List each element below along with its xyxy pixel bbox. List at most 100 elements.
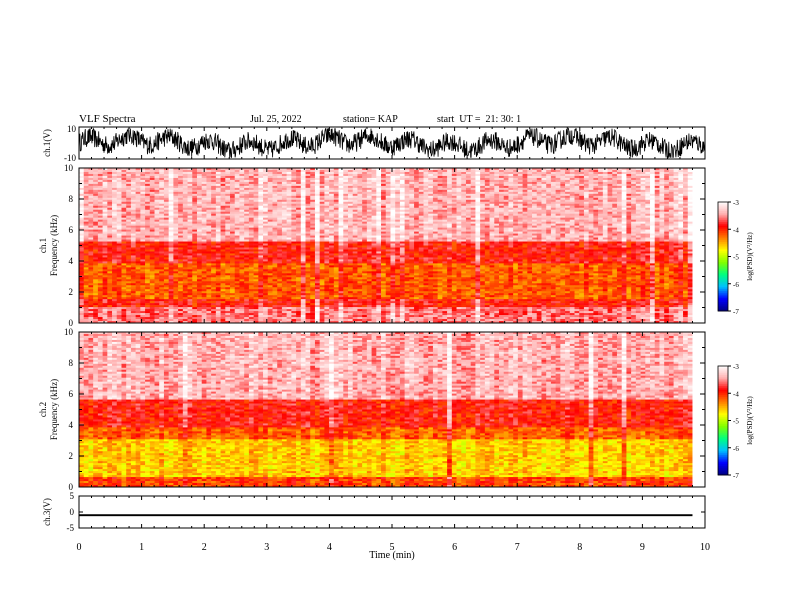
ch1-spectrogram-cell: [432, 225, 438, 228]
ch1-spectrogram-cell: [621, 229, 627, 232]
ch1-spectrogram-cell: [414, 175, 420, 179]
ch1-spectrogram-cell: [352, 235, 358, 238]
ch1-spectrogram-cell: [291, 179, 297, 183]
ch1-spectrogram-cell: [357, 233, 363, 236]
ch1-spectrogram-cell: [654, 177, 660, 181]
ch1-spectrogram-cell: [423, 191, 429, 195]
ch1-spectrogram-cell: [145, 181, 151, 185]
ch1-spectrogram-cell: [480, 177, 486, 181]
ch1-spectrogram-cell: [560, 203, 566, 207]
ch1-spectrogram-cell: [286, 233, 292, 236]
ch1-spectrogram-cell: [513, 197, 519, 201]
ch1-spectrogram-cell: [376, 191, 382, 195]
ch1-spectrogram-cell: [527, 203, 533, 207]
ch1-spectrogram-cell: [565, 203, 571, 207]
ch1-spectrogram-cell: [201, 187, 207, 191]
ch1-spectrogram-cell: [130, 209, 136, 213]
ch1-spectrogram-cell: [371, 187, 377, 191]
ch1-spectrogram-cell: [489, 225, 495, 228]
ch1-spectrogram-cell: [489, 215, 495, 218]
ch1-spectrogram-cell: [574, 235, 580, 238]
ch1-spectrogram-cell: [116, 177, 122, 181]
ch1-spectrogram-cell: [107, 185, 113, 189]
ch1-spectrogram-cell: [588, 211, 594, 215]
ch1-spectrogram-cell: [343, 193, 349, 197]
ch1-spectrogram-cell: [178, 213, 184, 216]
ch1-spectrogram-cell: [215, 191, 221, 195]
ch1-spectrogram-cell: [508, 185, 514, 189]
ch1-spectrogram-cell: [272, 215, 278, 218]
ch1-spectrogram-cell: [163, 231, 169, 234]
ch1-spectrogram-cell: [390, 168, 396, 171]
ch1-spectrogram-cell: [97, 197, 103, 201]
ch1-spectrogram-cell: [300, 183, 306, 187]
ch1-spectrogram-cell: [574, 225, 580, 228]
ch1-spectrogram-cell: [79, 177, 85, 181]
ch1-spectrogram-cell: [574, 207, 580, 211]
ch1-spectrogram-cell: [97, 229, 103, 232]
ch1-spectrogram-cell: [173, 177, 179, 181]
ch1-spectrogram-cell: [461, 175, 467, 179]
ch1-spectrogram-cell: [305, 219, 311, 222]
ch1-spectrogram-cell: [93, 191, 99, 195]
ch1-spectrogram-cell: [602, 191, 608, 195]
ch1-spectrogram-cell: [163, 171, 169, 175]
ch1-spectrogram-cell: [522, 239, 528, 242]
ch1-spectrogram-cell: [263, 191, 269, 195]
ch1-spectrogram-cell: [296, 168, 302, 171]
ch1-spectrogram-cell: [484, 207, 490, 211]
ch1-spectrogram-cell: [135, 215, 141, 218]
ch1-spectrogram-cell: [550, 173, 556, 177]
ch1-spectrogram-cell: [277, 181, 283, 185]
ch1-spectrogram-cell: [517, 199, 523, 203]
ch1-spectrogram-cell: [281, 168, 287, 171]
ch1-spectrogram-cell: [319, 169, 325, 173]
ch1-spectrogram-cell: [343, 203, 349, 207]
ch1-spectrogram-cell: [437, 177, 443, 181]
ch1-spectrogram-cell: [116, 183, 122, 187]
ch1-spectrogram-cell: [654, 225, 660, 228]
ch1-spectrogram-cell: [414, 183, 420, 187]
ch1-spectrogram-cell: [140, 215, 146, 218]
ch1-spectrogram-cell: [352, 215, 358, 218]
ch1-spectrogram-cell: [654, 219, 660, 222]
ch1-spectrogram-cell: [145, 239, 151, 242]
ch1-spectrogram-cell: [116, 181, 122, 185]
ch1-spectrogram-cell: [536, 235, 542, 238]
ch1-spectrogram-cell: [145, 195, 151, 199]
ch1-spectrogram-cell: [225, 181, 231, 185]
ch1-spectrogram-cell: [399, 221, 405, 224]
ch1-spectrogram-cell: [140, 199, 146, 203]
ch1-spectrogram-cell: [607, 185, 613, 189]
ch1-spectrogram-cell: [126, 185, 132, 189]
ch1-spectrogram-cell: [163, 227, 169, 230]
ch1-spectrogram-cell: [102, 217, 108, 220]
ch1-spectrogram-cell: [319, 213, 325, 216]
ch1-spectrogram-cell: [130, 183, 136, 187]
ch1-spectrogram-cell: [352, 223, 358, 226]
ch1-spectrogram-cell: [371, 179, 377, 183]
ch1-spectrogram-cell: [102, 229, 108, 232]
ch1-spectrogram-cell: [319, 175, 325, 179]
ch1-spectrogram-cell: [201, 241, 207, 244]
ch1-spectrogram-cell: [475, 233, 481, 236]
ch1-spectrogram-cell: [192, 187, 198, 191]
ch1-spectrogram-cell: [116, 173, 122, 177]
ch1-spectrogram-cell: [145, 231, 151, 234]
ch1-spectrogram-cell: [154, 207, 160, 211]
ch1-spectrogram-cell: [593, 203, 599, 207]
ch1-spectrogram-cell: [683, 195, 689, 199]
ch1-spectrogram-cell: [399, 191, 405, 195]
ch1-spectrogram-cell: [640, 195, 646, 199]
ch1-spectrogram-cell: [272, 221, 278, 224]
ch1-spectrogram-cell: [673, 233, 679, 236]
ch1-spectrogram-cell: [93, 215, 99, 218]
ch1-spectrogram-cell: [154, 235, 160, 238]
ch1-spectrogram-cell: [635, 221, 641, 224]
ch1-spectrogram-cell: [97, 189, 103, 193]
ch1-spectrogram-cell: [135, 227, 141, 230]
ch1-spectrogram-cell: [461, 203, 467, 207]
ch1-spectrogram-cell: [541, 175, 547, 179]
ch1-spectrogram-cell: [267, 237, 273, 240]
ch1-spectrogram-cell: [267, 241, 273, 244]
